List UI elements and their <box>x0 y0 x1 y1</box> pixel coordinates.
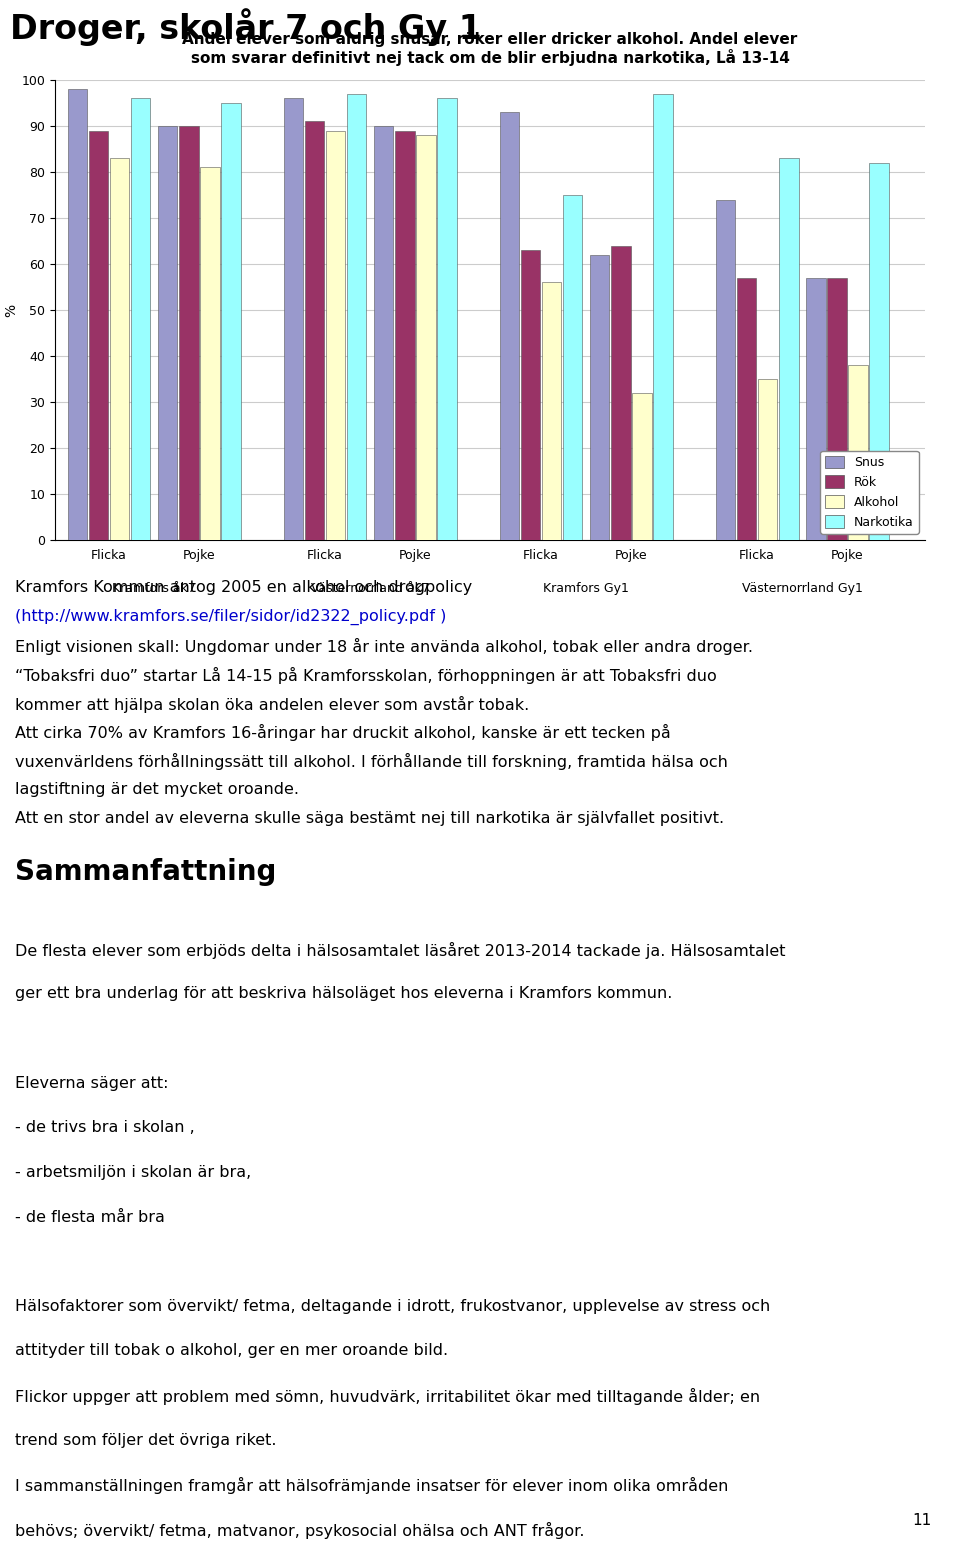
Text: Kramfors Gy1: Kramfors Gy1 <box>543 582 629 594</box>
Text: - de flesta mår bra: - de flesta mår bra <box>15 1210 165 1225</box>
Bar <box>737 278 756 540</box>
Text: Eleverna säger att:: Eleverna säger att: <box>15 1075 169 1091</box>
Text: Kramfors Kommun antog 2005 en alkohol och drogpolicy: Kramfors Kommun antog 2005 en alkohol oc… <box>15 580 472 596</box>
Bar <box>158 127 178 540</box>
Text: - arbetsmiljön i skolan är bra,: - arbetsmiljön i skolan är bra, <box>15 1165 252 1180</box>
Bar <box>67 89 87 540</box>
Text: I sammanställningen framgår att hälsofrämjande insatser för elever inom olika om: I sammanställningen framgår att hälsofrä… <box>15 1477 729 1495</box>
Text: - de trivs bra i skolan ,: - de trivs bra i skolan , <box>15 1120 195 1136</box>
Bar <box>131 99 151 540</box>
Bar <box>325 131 346 540</box>
Bar <box>564 194 583 540</box>
Text: Kramfors åk7: Kramfors åk7 <box>112 582 196 594</box>
Bar <box>758 380 778 540</box>
Bar <box>654 94 673 540</box>
Bar <box>304 122 324 540</box>
Bar <box>88 131 108 540</box>
Text: ger ett bra underlag för att beskriva hälsoläget hos eleverna i Kramfors kommun.: ger ett bra underlag för att beskriva hä… <box>15 986 672 1001</box>
Bar <box>828 278 847 540</box>
Text: Att cirka 70% av Kramfors 16-åringar har druckit alkohol, kanske är ett tecken p: Att cirka 70% av Kramfors 16-åringar har… <box>15 725 671 742</box>
Bar <box>590 255 610 540</box>
Text: Hälsofaktorer som övervikt/ fetma, deltagande i idrott, frukostvanor, upplevelse: Hälsofaktorer som övervikt/ fetma, delta… <box>15 1299 770 1313</box>
Y-axis label: %: % <box>5 304 18 316</box>
Text: behövs; övervikt/ fetma, matvanor, psykosocial ohälsa och ANT frågor.: behövs; övervikt/ fetma, matvanor, psyko… <box>15 1521 585 1538</box>
Text: (http://www.kramfors.se/filer/sidor/id2322_policy.pdf ): (http://www.kramfors.se/filer/sidor/id23… <box>15 609 446 625</box>
Bar <box>849 366 868 540</box>
Bar <box>780 159 799 540</box>
Bar <box>374 127 394 540</box>
Text: Att en stor andel av eleverna skulle säga bestämt nej till narkotika är självfal: Att en stor andel av eleverna skulle säg… <box>15 812 724 826</box>
Bar <box>612 245 631 540</box>
Bar <box>180 127 199 540</box>
Bar <box>417 136 436 540</box>
Bar <box>283 99 303 540</box>
Text: trend som följer det övriga riket.: trend som följer det övriga riket. <box>15 1433 276 1447</box>
Text: kommer att hjälpa skolan öka andelen elever som avstår tobak.: kommer att hjälpa skolan öka andelen ele… <box>15 696 529 713</box>
Bar <box>222 103 241 540</box>
Legend: Snus, Rök, Alkohol, Narkotika: Snus, Rök, Alkohol, Narkotika <box>820 451 919 534</box>
Text: Enligt visionen skall: Ungdomar under 18 år inte använda alkohol, tobak eller an: Enligt visionen skall: Ungdomar under 18… <box>15 637 753 654</box>
Bar <box>806 278 826 540</box>
Text: Västernorrland åk7: Västernorrland åk7 <box>311 582 430 594</box>
Text: Droger, skolår 7 och Gy 1: Droger, skolår 7 och Gy 1 <box>10 8 482 46</box>
Bar <box>520 250 540 540</box>
Text: attityder till tobak o alkohol, ger en mer oroande bild.: attityder till tobak o alkohol, ger en m… <box>15 1344 448 1358</box>
Text: Flickor uppger att problem med sömn, huvudvärk, irritabilitet ökar med tilltagan: Flickor uppger att problem med sömn, huv… <box>15 1389 760 1406</box>
Bar <box>109 159 130 540</box>
Text: Sammanfattning: Sammanfattning <box>15 858 276 886</box>
Text: De flesta elever som erbjöds delta i hälsosamtalet läsåret 2013-2014 tackade ja.: De flesta elever som erbjöds delta i häl… <box>15 941 785 958</box>
Bar <box>499 113 519 540</box>
Bar <box>347 94 367 540</box>
Text: lagstiftning är det mycket oroande.: lagstiftning är det mycket oroande. <box>15 782 299 798</box>
Text: Västernorrland Gy1: Västernorrland Gy1 <box>742 582 863 594</box>
Text: “Tobaksfri duo” startar Lå 14-15 på Kramforsskolan, förhoppningen är att Tobaksf: “Tobaksfri duo” startar Lå 14-15 på Kram… <box>15 667 717 684</box>
Bar <box>201 167 220 540</box>
Bar <box>438 99 457 540</box>
Bar <box>633 393 652 540</box>
Bar <box>541 282 562 540</box>
Bar <box>396 131 415 540</box>
Text: 11: 11 <box>912 1512 931 1528</box>
Bar <box>716 199 735 540</box>
Text: vuxenvärldens förhållningssätt till alkohol. I förhållande till forskning, framt: vuxenvärldens förhållningssätt till alko… <box>15 753 728 770</box>
Bar <box>870 164 889 540</box>
Title: Andel elever som aldrig snusar, röker eller dricker alkohol. Andel elever
som sv: Andel elever som aldrig snusar, röker el… <box>182 31 798 66</box>
